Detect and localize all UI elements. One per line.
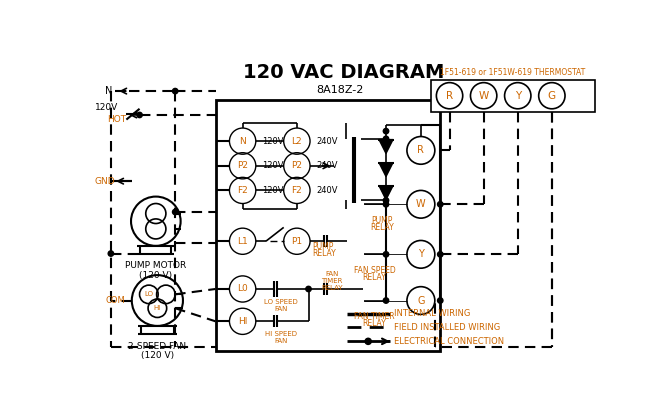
Text: (120 V): (120 V) bbox=[139, 271, 172, 279]
Text: RELAY: RELAY bbox=[321, 285, 342, 290]
Circle shape bbox=[306, 286, 311, 292]
Circle shape bbox=[172, 88, 178, 94]
Circle shape bbox=[438, 202, 443, 207]
Text: COM: COM bbox=[105, 296, 125, 305]
Text: RELAY: RELAY bbox=[371, 223, 394, 232]
Circle shape bbox=[383, 198, 389, 203]
Circle shape bbox=[383, 298, 389, 303]
Circle shape bbox=[108, 251, 114, 256]
Text: G: G bbox=[548, 91, 556, 101]
Text: PUMP MOTOR: PUMP MOTOR bbox=[125, 261, 186, 270]
Circle shape bbox=[172, 209, 178, 215]
Text: W: W bbox=[478, 91, 489, 101]
Text: G: G bbox=[417, 295, 425, 305]
Text: HI: HI bbox=[238, 317, 247, 326]
Text: Y: Y bbox=[515, 91, 521, 101]
Text: 8A18Z-2: 8A18Z-2 bbox=[316, 85, 363, 95]
Text: L0: L0 bbox=[237, 285, 248, 293]
Text: 2-SPEED FAN: 2-SPEED FAN bbox=[129, 342, 186, 351]
Text: RELAY: RELAY bbox=[362, 273, 386, 282]
Text: Y: Y bbox=[418, 249, 424, 259]
Circle shape bbox=[438, 252, 443, 257]
Text: N: N bbox=[239, 137, 246, 146]
Text: 120V: 120V bbox=[94, 103, 118, 112]
Text: FAN TIMER: FAN TIMER bbox=[354, 312, 395, 321]
Circle shape bbox=[383, 202, 389, 207]
Text: W: W bbox=[416, 199, 425, 209]
Circle shape bbox=[383, 129, 389, 134]
Text: F2: F2 bbox=[291, 186, 302, 195]
Circle shape bbox=[383, 136, 389, 142]
Text: 120V: 120V bbox=[262, 161, 283, 170]
Bar bbox=[431, 80, 595, 112]
Text: RELAY: RELAY bbox=[312, 249, 336, 258]
Text: 240V: 240V bbox=[316, 186, 338, 195]
Text: GND: GND bbox=[94, 177, 115, 186]
Text: PUMP: PUMP bbox=[312, 242, 334, 251]
Text: P1: P1 bbox=[291, 237, 302, 246]
Text: FAN SPEED: FAN SPEED bbox=[354, 266, 395, 275]
Text: 1F51-619 or 1F51W-619 THERMOSTAT: 1F51-619 or 1F51W-619 THERMOSTAT bbox=[440, 68, 586, 77]
Text: LO: LO bbox=[144, 291, 153, 297]
Text: L1: L1 bbox=[237, 237, 248, 246]
Text: L2: L2 bbox=[291, 137, 302, 146]
Text: TIMER: TIMER bbox=[321, 278, 342, 285]
Circle shape bbox=[383, 252, 389, 257]
Polygon shape bbox=[379, 186, 393, 200]
Text: 240V: 240V bbox=[316, 161, 338, 170]
Circle shape bbox=[365, 338, 371, 344]
Text: LO SPEED: LO SPEED bbox=[265, 299, 298, 305]
Text: FAN: FAN bbox=[275, 306, 288, 312]
Text: HOT: HOT bbox=[107, 115, 126, 124]
Bar bbox=[216, 100, 440, 351]
Text: RELAY: RELAY bbox=[362, 319, 386, 328]
Text: INTERNAL WIRING: INTERNAL WIRING bbox=[394, 309, 470, 318]
Text: FAN: FAN bbox=[325, 272, 338, 277]
Text: P2: P2 bbox=[291, 161, 302, 170]
Text: HI SPEED: HI SPEED bbox=[265, 331, 297, 337]
Text: (120 V): (120 V) bbox=[141, 352, 174, 360]
Text: R: R bbox=[446, 91, 453, 101]
Text: F2: F2 bbox=[237, 186, 248, 195]
Text: HI: HI bbox=[153, 305, 161, 311]
Text: 120V: 120V bbox=[262, 186, 283, 195]
Text: ELECTRICAL CONNECTION: ELECTRICAL CONNECTION bbox=[394, 337, 504, 346]
Text: 120V: 120V bbox=[262, 137, 283, 146]
Text: N: N bbox=[105, 86, 113, 96]
Text: FIELD INSTALLED WIRING: FIELD INSTALLED WIRING bbox=[394, 323, 500, 332]
Polygon shape bbox=[379, 163, 393, 176]
Text: PUMP: PUMP bbox=[371, 216, 393, 225]
Text: R: R bbox=[417, 145, 424, 155]
Text: FAN: FAN bbox=[275, 338, 288, 344]
Text: 240V: 240V bbox=[316, 137, 338, 146]
Polygon shape bbox=[379, 140, 393, 153]
Circle shape bbox=[438, 298, 443, 303]
Text: P2: P2 bbox=[237, 161, 248, 170]
Circle shape bbox=[137, 112, 142, 118]
Text: 120 VAC DIAGRAM: 120 VAC DIAGRAM bbox=[243, 62, 444, 82]
